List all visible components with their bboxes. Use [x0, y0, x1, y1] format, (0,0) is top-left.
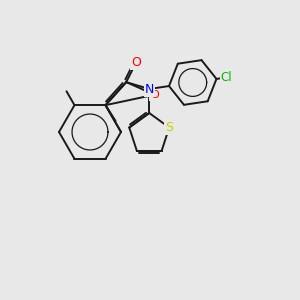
Text: Cl: Cl: [220, 71, 232, 84]
Text: N: N: [145, 82, 154, 95]
Text: S: S: [165, 121, 173, 134]
Text: O: O: [150, 90, 159, 100]
Text: O: O: [131, 56, 141, 69]
